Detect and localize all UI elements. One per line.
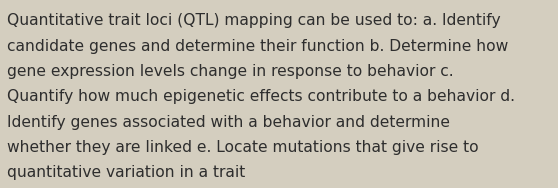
Text: Quantitative trait loci (QTL) mapping can be used to: a. Identify: Quantitative trait loci (QTL) mapping ca… xyxy=(7,13,501,28)
Text: quantitative variation in a trait: quantitative variation in a trait xyxy=(7,165,246,180)
Text: candidate genes and determine their function b. Determine how: candidate genes and determine their func… xyxy=(7,39,508,54)
Text: gene expression levels change in response to behavior c.: gene expression levels change in respons… xyxy=(7,64,454,79)
Text: Identify genes associated with a behavior and determine: Identify genes associated with a behavio… xyxy=(7,115,450,130)
Text: whether they are linked e. Locate mutations that give rise to: whether they are linked e. Locate mutati… xyxy=(7,140,479,155)
Text: Quantify how much epigenetic effects contribute to a behavior d.: Quantify how much epigenetic effects con… xyxy=(7,89,515,104)
